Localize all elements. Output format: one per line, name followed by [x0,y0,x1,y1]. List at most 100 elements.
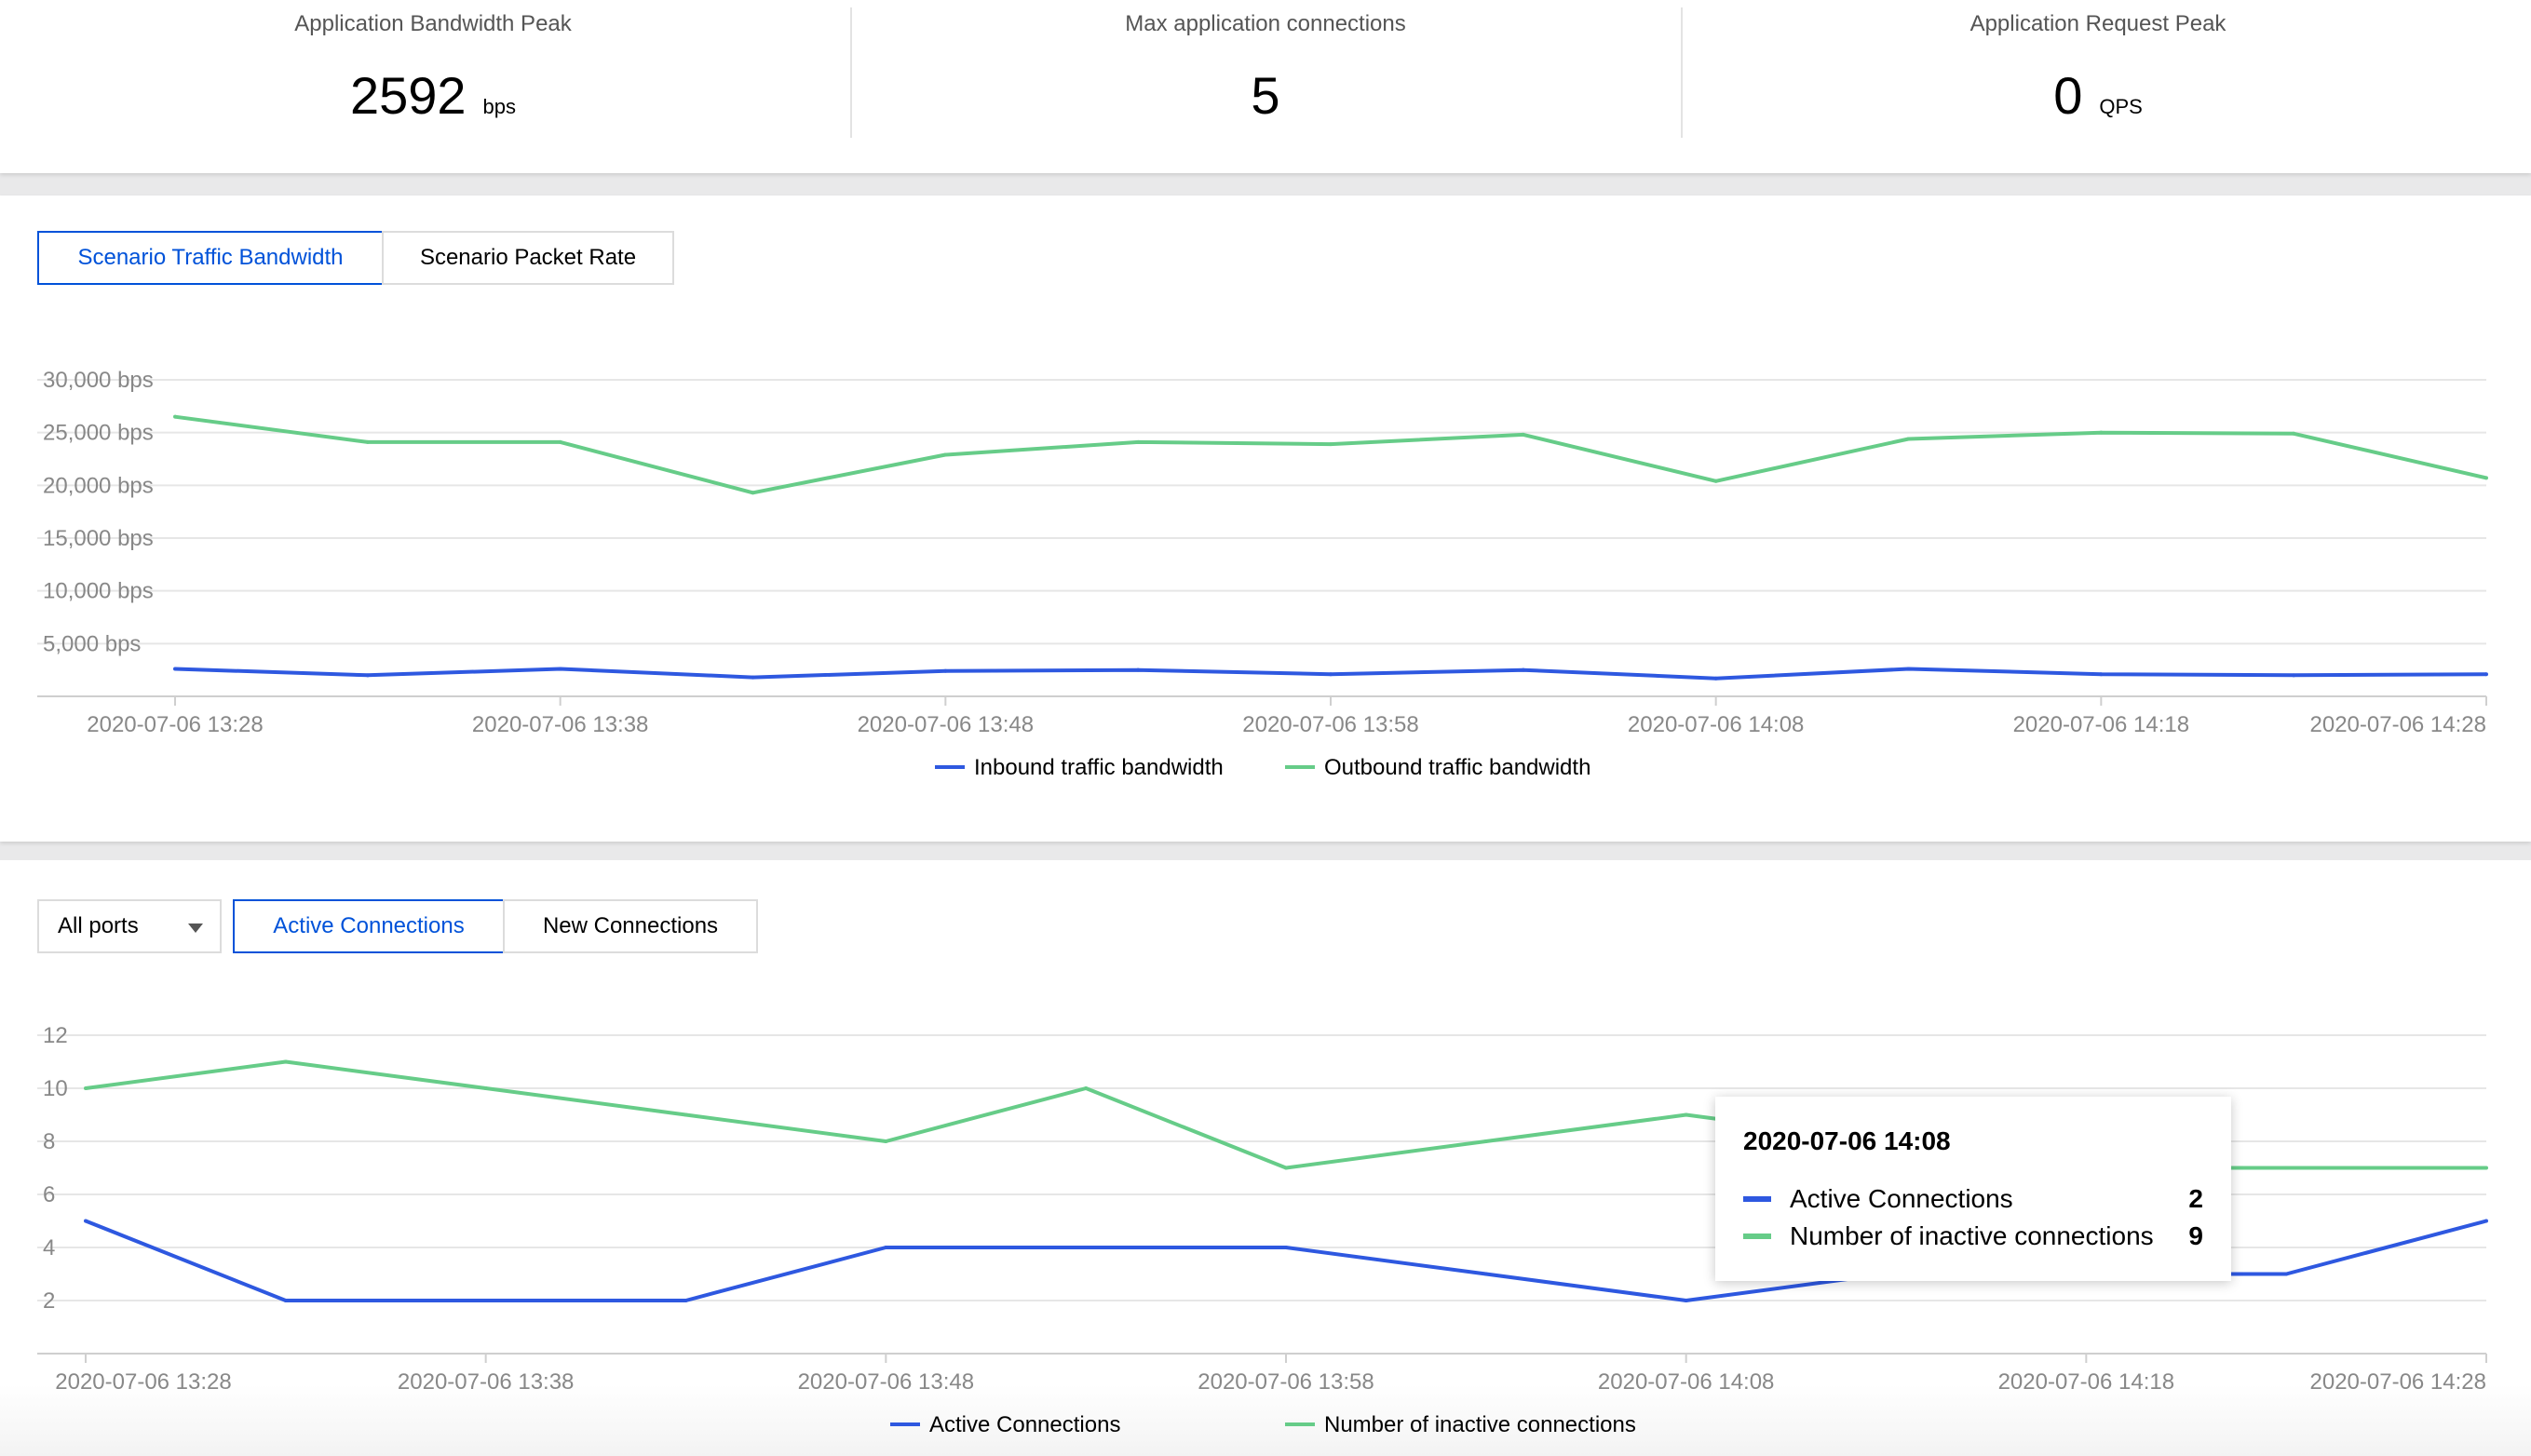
data-point [483,1299,488,1302]
y-tick-label: 15,000 bps [43,526,154,551]
data-point [884,1246,888,1249]
stat-title: Application Bandwidth Peak [294,11,572,36]
y-tick-label: 30,000 bps [43,368,154,393]
x-tick-label: 2020-07-06 14:28 [2310,712,2487,737]
tab-scenario-packet-rate[interactable]: Scenario Packet Rate [382,231,674,285]
data-point [943,668,948,673]
data-point [751,675,755,680]
y-tick-label: 5,000 bps [43,631,141,656]
port-select-value: All ports [58,913,139,938]
tooltip-value: 2 [2188,1184,2203,1213]
x-tick-label: 2020-07-06 13:58 [1198,1369,1374,1395]
data-point [1906,667,1911,671]
port-select[interactable]: All ports [37,899,222,953]
data-point [2099,430,2104,435]
x-tick-label: 2020-07-06 14:08 [1628,712,1805,737]
stat-unit: QPS [2099,95,2143,118]
data-point [365,673,370,678]
data-point [1521,432,1525,437]
connections-tabs: Active Connections New Connections [233,899,758,953]
data-point [1483,1139,1488,1143]
legend-label: Active Connections [929,1412,1120,1437]
data-point [884,1139,888,1143]
stat-title: Max application connections [1125,11,1406,36]
y-tick-label: 10,000 bps [43,579,154,604]
data-point [558,439,562,444]
x-tick-label: 2020-07-06 13:58 [1242,712,1419,737]
y-tick-label: 4 [43,1235,55,1261]
data-point [2284,1166,2289,1170]
x-tick-label: 2020-07-06 14:18 [1998,1369,2175,1395]
data-point [84,1219,88,1223]
bandwidth-tabs: Scenario Traffic Bandwidth Scenario Pack… [37,231,674,285]
data-point [1906,437,1911,441]
chevron-down-icon [188,923,203,933]
data-point [1684,1112,1688,1117]
data-point [1713,676,1718,681]
x-tick-label: 2020-07-06 14:28 [2310,1369,2487,1395]
data-point [1329,672,1333,677]
data-point [2284,1272,2289,1276]
data-point [1684,1299,1688,1302]
data-point [2292,673,2296,678]
data-point [1329,442,1333,447]
y-tick-label: 12 [43,1024,68,1048]
x-tick-label: 2020-07-06 13:48 [858,712,1035,737]
stat-request-peak: Application Request Peak 0 QPS [1684,0,2512,173]
stat-title: Application Request Peak [1969,11,2226,36]
data-point [1521,667,1525,672]
data-point [2484,1166,2488,1170]
legend-label: Outbound traffic bandwidth [1324,755,1590,780]
x-tick-label: 2020-07-06 14:18 [2013,712,2190,737]
legend-swatch [1743,1196,1771,1202]
data-point [1284,1246,1288,1249]
data-point [173,414,177,419]
stat-value: 2592 [349,66,467,125]
data-point [365,439,370,444]
data-point [558,667,562,671]
bandwidth-panel: Scenario Traffic Bandwidth Scenario Pack… [0,195,2531,842]
x-tick-label: 2020-07-06 13:38 [472,712,649,737]
data-point [173,667,177,671]
tooltip-value: 9 [2188,1221,2203,1250]
stat-bandwidth-peak: Application Bandwidth Peak 2592 bps [19,0,847,173]
data-point [684,1112,688,1117]
x-tick-label: 2020-07-06 14:08 [1598,1369,1775,1395]
tooltip-row: Number of inactive connections 9 [1743,1220,2203,1253]
x-tick-label: 2020-07-06 13:48 [798,1369,975,1395]
tooltip-title: 2020-07-06 14:08 [1743,1126,1951,1155]
data-point [1084,1246,1089,1249]
legend-label: Number of inactive connections [1324,1412,1636,1437]
tooltip-row: Active Connections 2 [1743,1182,2203,1216]
stat-unit: bps [482,95,517,118]
data-point [2292,431,2296,436]
y-tick-label: 2 [43,1288,55,1314]
legend-label: Inbound traffic bandwidth [974,755,1224,780]
tab-new-connections[interactable]: New Connections [503,899,758,953]
data-point [1136,667,1141,672]
legend-swatch [1743,1234,1771,1239]
tab-active-connections[interactable]: Active Connections [233,899,505,953]
data-point [483,1086,488,1090]
bandwidth-chart: 5,000 bps 10,000 bps 15,000 bps 20,000 bps 2… [37,368,2488,780]
divider [1681,7,1683,138]
y-tick-label: 6 [43,1182,55,1207]
y-tick-label: 20,000 bps [43,473,154,498]
tooltip-label: Active Connections [1790,1184,2013,1213]
data-point [2484,1219,2488,1223]
series-line [174,414,2487,495]
y-tick-label: 25,000 bps [43,421,154,446]
data-point [943,452,948,457]
tab-scenario-traffic-bandwidth[interactable]: Scenario Traffic Bandwidth [37,231,384,285]
y-tick-label: 8 [43,1129,55,1154]
data-point [684,1299,688,1302]
data-point [1084,1086,1089,1090]
stat-value: 0 [2053,66,2083,125]
data-point [751,491,755,495]
stat-value: 5 [1251,66,1280,125]
data-point [1713,479,1718,483]
x-tick-label: 2020-07-06 13:38 [398,1369,575,1395]
stat-max-connections: Max application connections 5 [851,0,1680,173]
stats-panel: Application Bandwidth Peak 2592 bps Max a… [0,0,2531,173]
y-tick-label: 10 [43,1076,68,1101]
